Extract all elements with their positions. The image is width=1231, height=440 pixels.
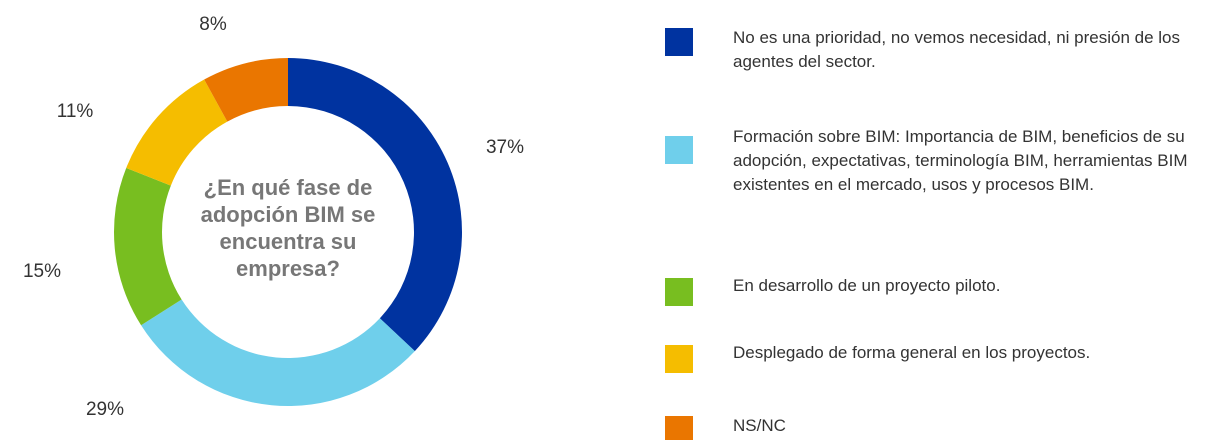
legend-label: NS/NC (733, 416, 786, 435)
slice (126, 79, 228, 186)
legend-swatch (665, 136, 693, 164)
chart-title: ¿En qué fase de adopción BIM se encuentr… (200, 175, 376, 281)
legend-label: Desplegado de forma general en los proye… (733, 343, 1091, 362)
slice (114, 167, 182, 326)
value-label: 11% (57, 101, 94, 122)
legend-label: No es una prioridad, no vemos necesidad,… (733, 28, 1180, 71)
legend-swatch (665, 416, 693, 440)
value-label: 29% (86, 399, 124, 420)
slice (288, 58, 462, 352)
value-label: 8% (199, 14, 227, 35)
legend-swatch (665, 278, 693, 306)
slice (141, 299, 415, 407)
legend-swatch (665, 345, 693, 373)
legend-label: Formación sobre BIM: Importancia de BIM,… (733, 127, 1188, 194)
value-label: 37% (486, 137, 524, 158)
value-label: 15% (23, 261, 61, 282)
legend-swatch (665, 28, 693, 56)
slice (204, 58, 288, 122)
legend-label: En desarrollo de un proyecto piloto. (733, 276, 1001, 295)
